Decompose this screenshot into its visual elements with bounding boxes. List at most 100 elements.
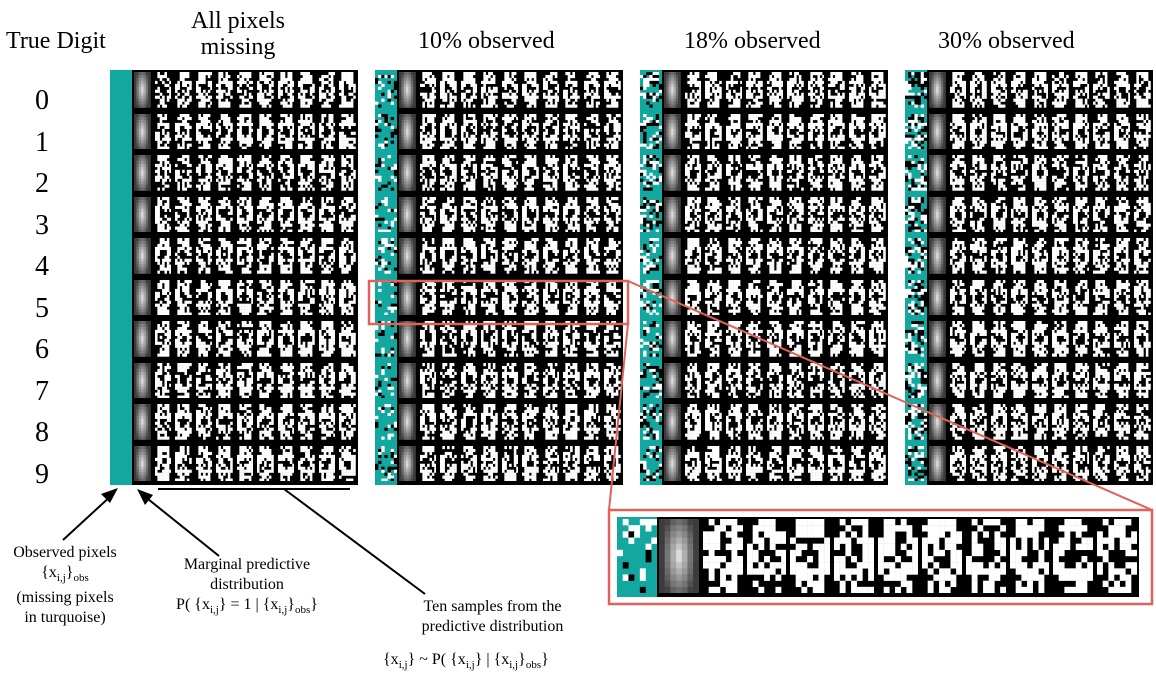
sample-glyph	[787, 113, 804, 149]
sample-glyph	[542, 155, 560, 191]
sample-glyph	[1031, 113, 1049, 149]
sample-glyph	[869, 321, 886, 357]
header-all-missing-line2: missing	[178, 34, 298, 60]
sample-glyph	[277, 113, 295, 149]
sample-glyph	[878, 519, 918, 593]
sample-glyph	[583, 362, 601, 398]
sample-glyph	[216, 362, 233, 398]
sample-glyph	[705, 238, 722, 274]
sample-glyph	[501, 445, 519, 481]
sample-glyph	[298, 72, 315, 108]
sample-glyph	[869, 404, 886, 440]
marginal-glyph	[664, 362, 681, 398]
sample-glyph	[154, 279, 172, 315]
annotation-marginal-line1: Marginal predictive	[172, 555, 322, 575]
sample-glyph	[318, 445, 336, 481]
sample-glyph	[1031, 238, 1049, 274]
observed-pixels-glyph	[905, 445, 927, 481]
marginal-glyph	[134, 196, 151, 232]
sample-glyph	[175, 362, 192, 398]
sample-glyph	[1097, 519, 1137, 593]
sample-glyph	[419, 362, 437, 398]
sample-glyph	[1113, 238, 1131, 274]
true-digit-label: 5	[22, 294, 62, 323]
sample-glyph	[277, 321, 295, 357]
sample-glyph	[766, 362, 784, 398]
sample-glyph	[1031, 72, 1049, 108]
marginal-glyph	[134, 238, 151, 274]
sample-glyph	[481, 279, 498, 315]
sample-glyph	[990, 72, 1008, 108]
sample-glyph	[725, 72, 743, 108]
observed-pixels-glyph	[905, 279, 927, 315]
sample-glyph	[828, 196, 845, 232]
observed-pixels-glyph	[905, 238, 927, 274]
sample-glyph	[563, 445, 580, 481]
sample-glyph	[175, 404, 192, 440]
arrow-observed-pixels	[62, 488, 118, 541]
observed-pixels-glyph	[375, 196, 397, 232]
sample-glyph	[684, 155, 702, 191]
sample-glyph	[542, 362, 560, 398]
sample-glyph	[195, 238, 213, 274]
sample-glyph	[257, 72, 274, 108]
header-true-digit: True Digit	[6, 28, 106, 54]
true-digit-label: 8	[22, 419, 62, 447]
sample-glyph	[1134, 404, 1151, 440]
marginal-glyph	[399, 196, 416, 232]
sample-glyph	[460, 155, 478, 191]
sample-glyph	[848, 155, 866, 191]
annotation-samples-line2: predictive distribution	[385, 617, 600, 637]
sample-glyph	[970, 238, 987, 274]
sample-glyph	[542, 113, 560, 149]
true-digit-label: 6	[22, 336, 62, 364]
sample-glyph	[725, 362, 743, 398]
sample-glyph	[419, 321, 437, 357]
sample-glyph	[440, 196, 457, 232]
sample-glyph	[563, 362, 580, 398]
sample-glyph	[522, 445, 539, 481]
sample-glyph	[298, 445, 315, 481]
sample-glyph	[970, 279, 987, 315]
sample-glyph	[1072, 362, 1090, 398]
sample-glyph	[236, 155, 254, 191]
sample-glyph	[175, 238, 192, 274]
sample-glyph	[501, 196, 519, 232]
observed-pixels-glyph	[640, 445, 662, 481]
marginal-glyph	[664, 113, 681, 149]
sample-glyph	[705, 113, 722, 149]
sample-glyph	[725, 321, 743, 357]
sample-glyph	[1031, 155, 1049, 191]
marginal-glyph	[399, 321, 416, 357]
sample-glyph	[583, 113, 601, 149]
marginal-glyph	[664, 155, 681, 191]
sample-glyph	[1011, 404, 1028, 440]
observed-pixels-glyph	[375, 445, 397, 481]
sample-glyph	[746, 196, 763, 232]
sample-glyph	[1072, 196, 1090, 232]
observed-pixels-glyph	[375, 155, 397, 191]
sample-glyph	[604, 445, 621, 481]
sample-glyph	[481, 155, 498, 191]
sample-glyph	[1011, 279, 1028, 315]
sample-glyph	[277, 155, 295, 191]
sample-glyph	[257, 279, 274, 315]
sample-glyph	[583, 72, 601, 108]
sample-glyph	[542, 196, 560, 232]
sample-glyph	[419, 155, 437, 191]
sample-glyph	[236, 445, 254, 481]
sample-glyph	[990, 445, 1008, 481]
sample-glyph	[848, 445, 866, 481]
sample-glyph	[583, 238, 601, 274]
sample-glyph	[1113, 362, 1131, 398]
sample-glyph	[1072, 72, 1090, 108]
marginal-glyph	[399, 279, 416, 315]
sample-glyph	[277, 238, 295, 274]
sample-glyph	[257, 155, 274, 191]
observed-pixels-glyph	[640, 113, 662, 149]
marginal-glyph	[929, 321, 946, 357]
sample-glyph	[787, 404, 804, 440]
sample-glyph	[318, 279, 336, 315]
sample-glyph	[684, 321, 702, 357]
sample-glyph	[419, 279, 437, 315]
